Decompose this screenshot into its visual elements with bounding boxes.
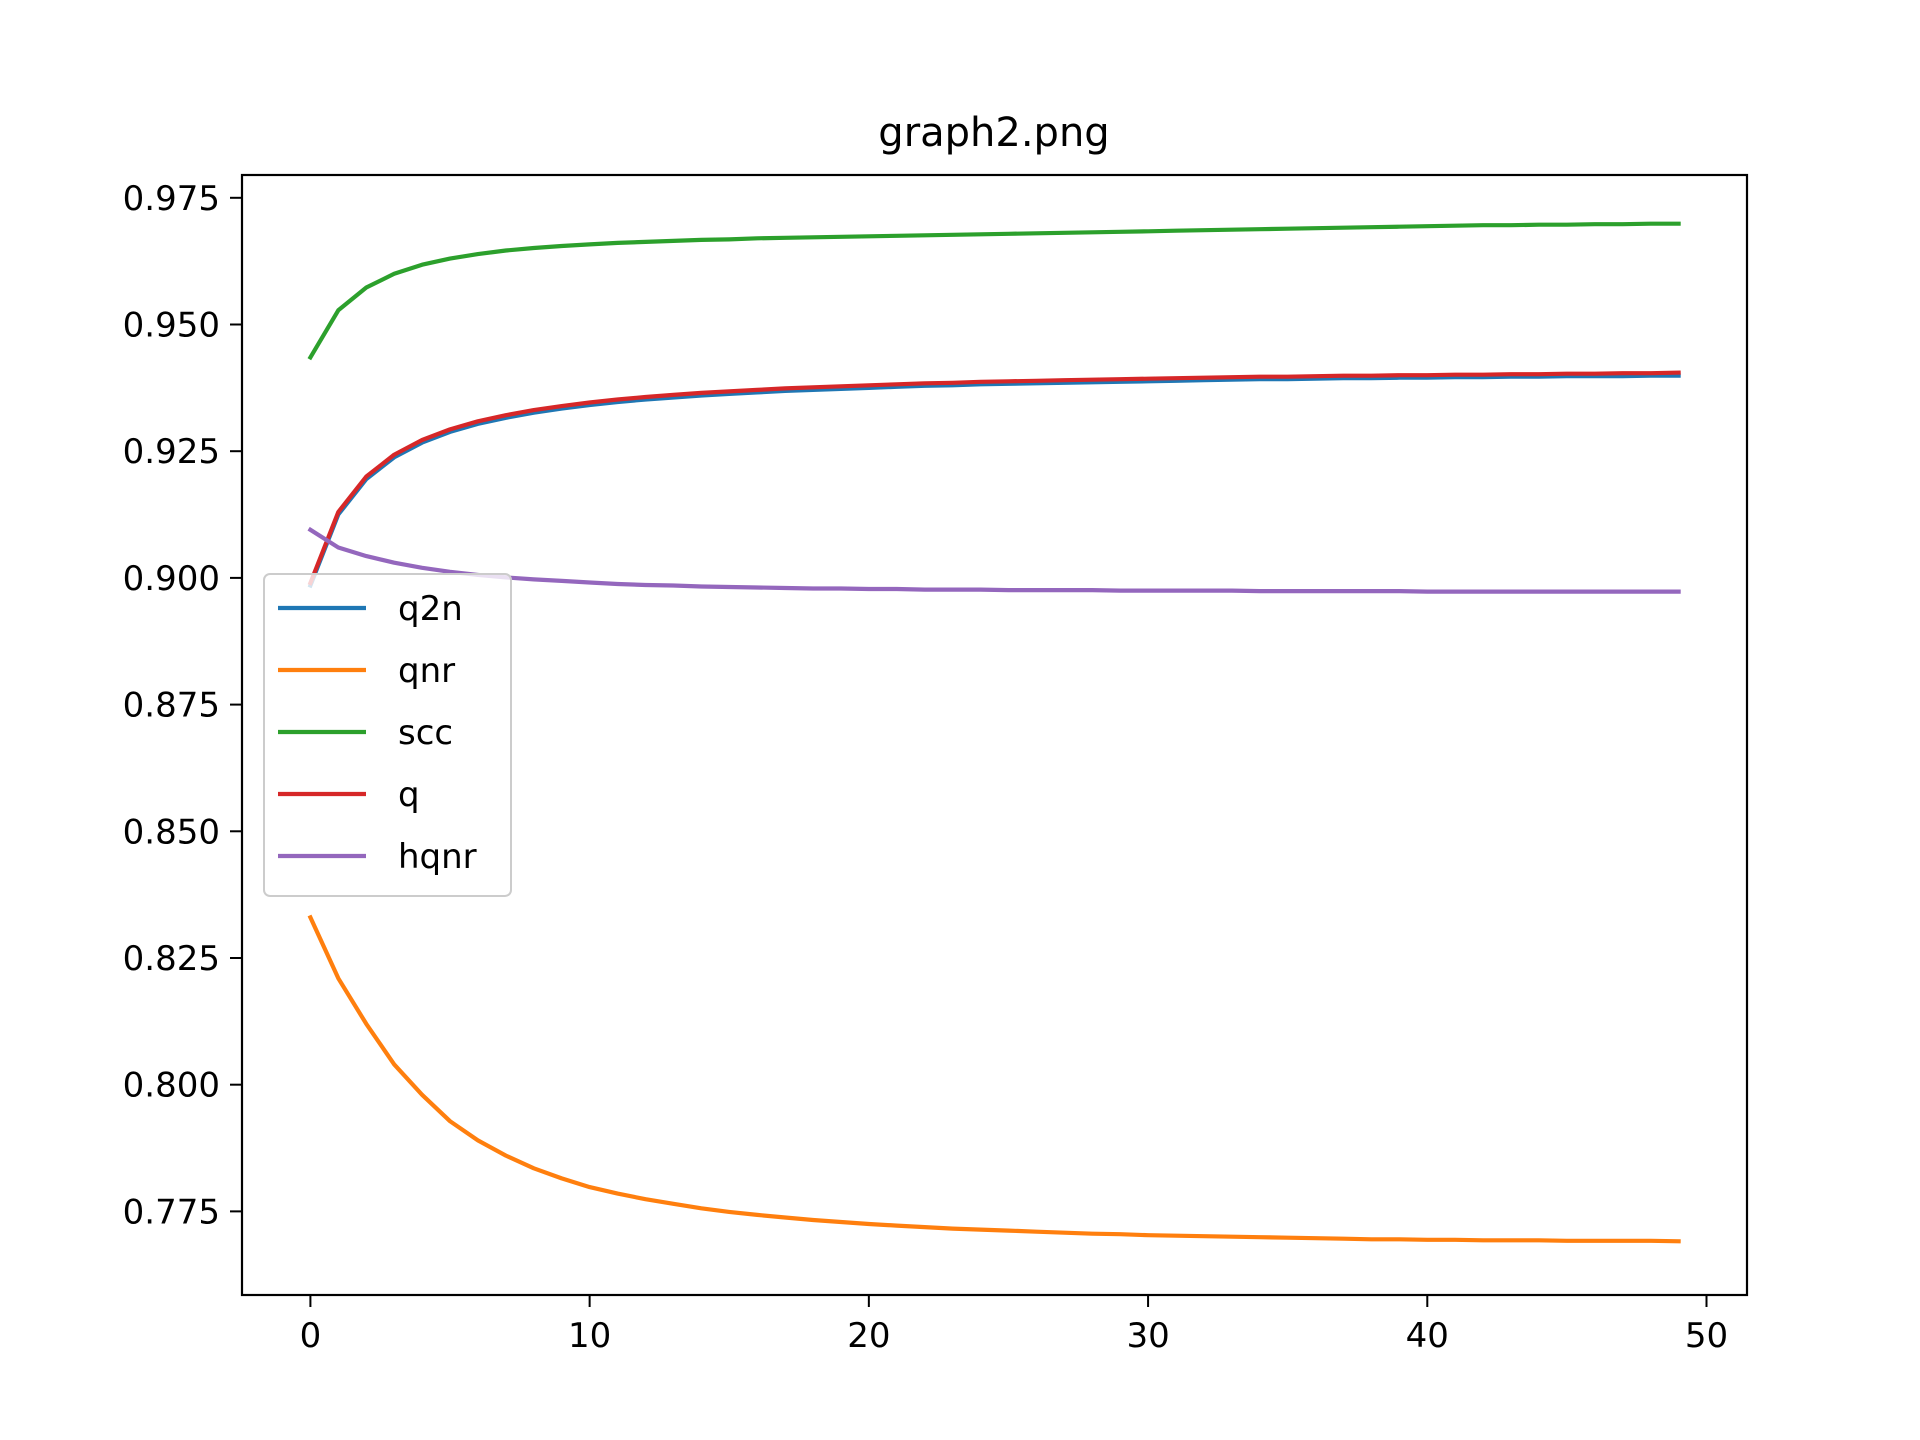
series-layer xyxy=(307,221,1681,1244)
y-tick-label: 0.975 xyxy=(123,179,220,219)
x-tick-label: 30 xyxy=(1126,1316,1169,1356)
y-tick-label: 0.875 xyxy=(123,686,220,726)
legend-label-qnr: qnr xyxy=(398,651,455,691)
y-tick-label: 0.900 xyxy=(123,559,220,599)
chart-title: graph2.png xyxy=(878,110,1109,156)
legend-box xyxy=(263,573,512,897)
y-tick-label: 0.850 xyxy=(123,812,220,852)
legend-label-hqnr: hqnr xyxy=(398,837,477,877)
x-tick-label: 40 xyxy=(1406,1316,1449,1356)
legend-label-scc: scc xyxy=(398,713,453,753)
legend-label-q: q xyxy=(398,775,420,815)
series-line-hqnr xyxy=(307,526,1681,594)
y-tick-label: 0.950 xyxy=(123,306,220,346)
y-tick-label: 0.925 xyxy=(123,432,220,472)
legend-label-q2n: q2n xyxy=(398,589,463,629)
series-line-qnr xyxy=(307,914,1681,1244)
ticks-layer: 0 10 20 30 40 50 0.775 0.800 0.825 0.850 0.875 0.90… xyxy=(123,179,1728,1356)
y-tick-label: 0.825 xyxy=(123,939,220,979)
plot-frame xyxy=(240,173,1749,1297)
x-tick-label: 50 xyxy=(1685,1316,1728,1356)
series-line-q2n xyxy=(307,373,1681,589)
y-tick-label: 0.775 xyxy=(123,1192,220,1232)
x-tick-label: 10 xyxy=(568,1316,611,1356)
series-line-q xyxy=(307,370,1681,586)
series-line-scc xyxy=(307,221,1681,361)
y-tick-label: 0.800 xyxy=(123,1066,220,1106)
x-tick-label: 20 xyxy=(847,1316,890,1356)
x-tick-label: 0 xyxy=(300,1316,322,1356)
legend: q2n qnr scc q hqnr xyxy=(263,573,512,897)
